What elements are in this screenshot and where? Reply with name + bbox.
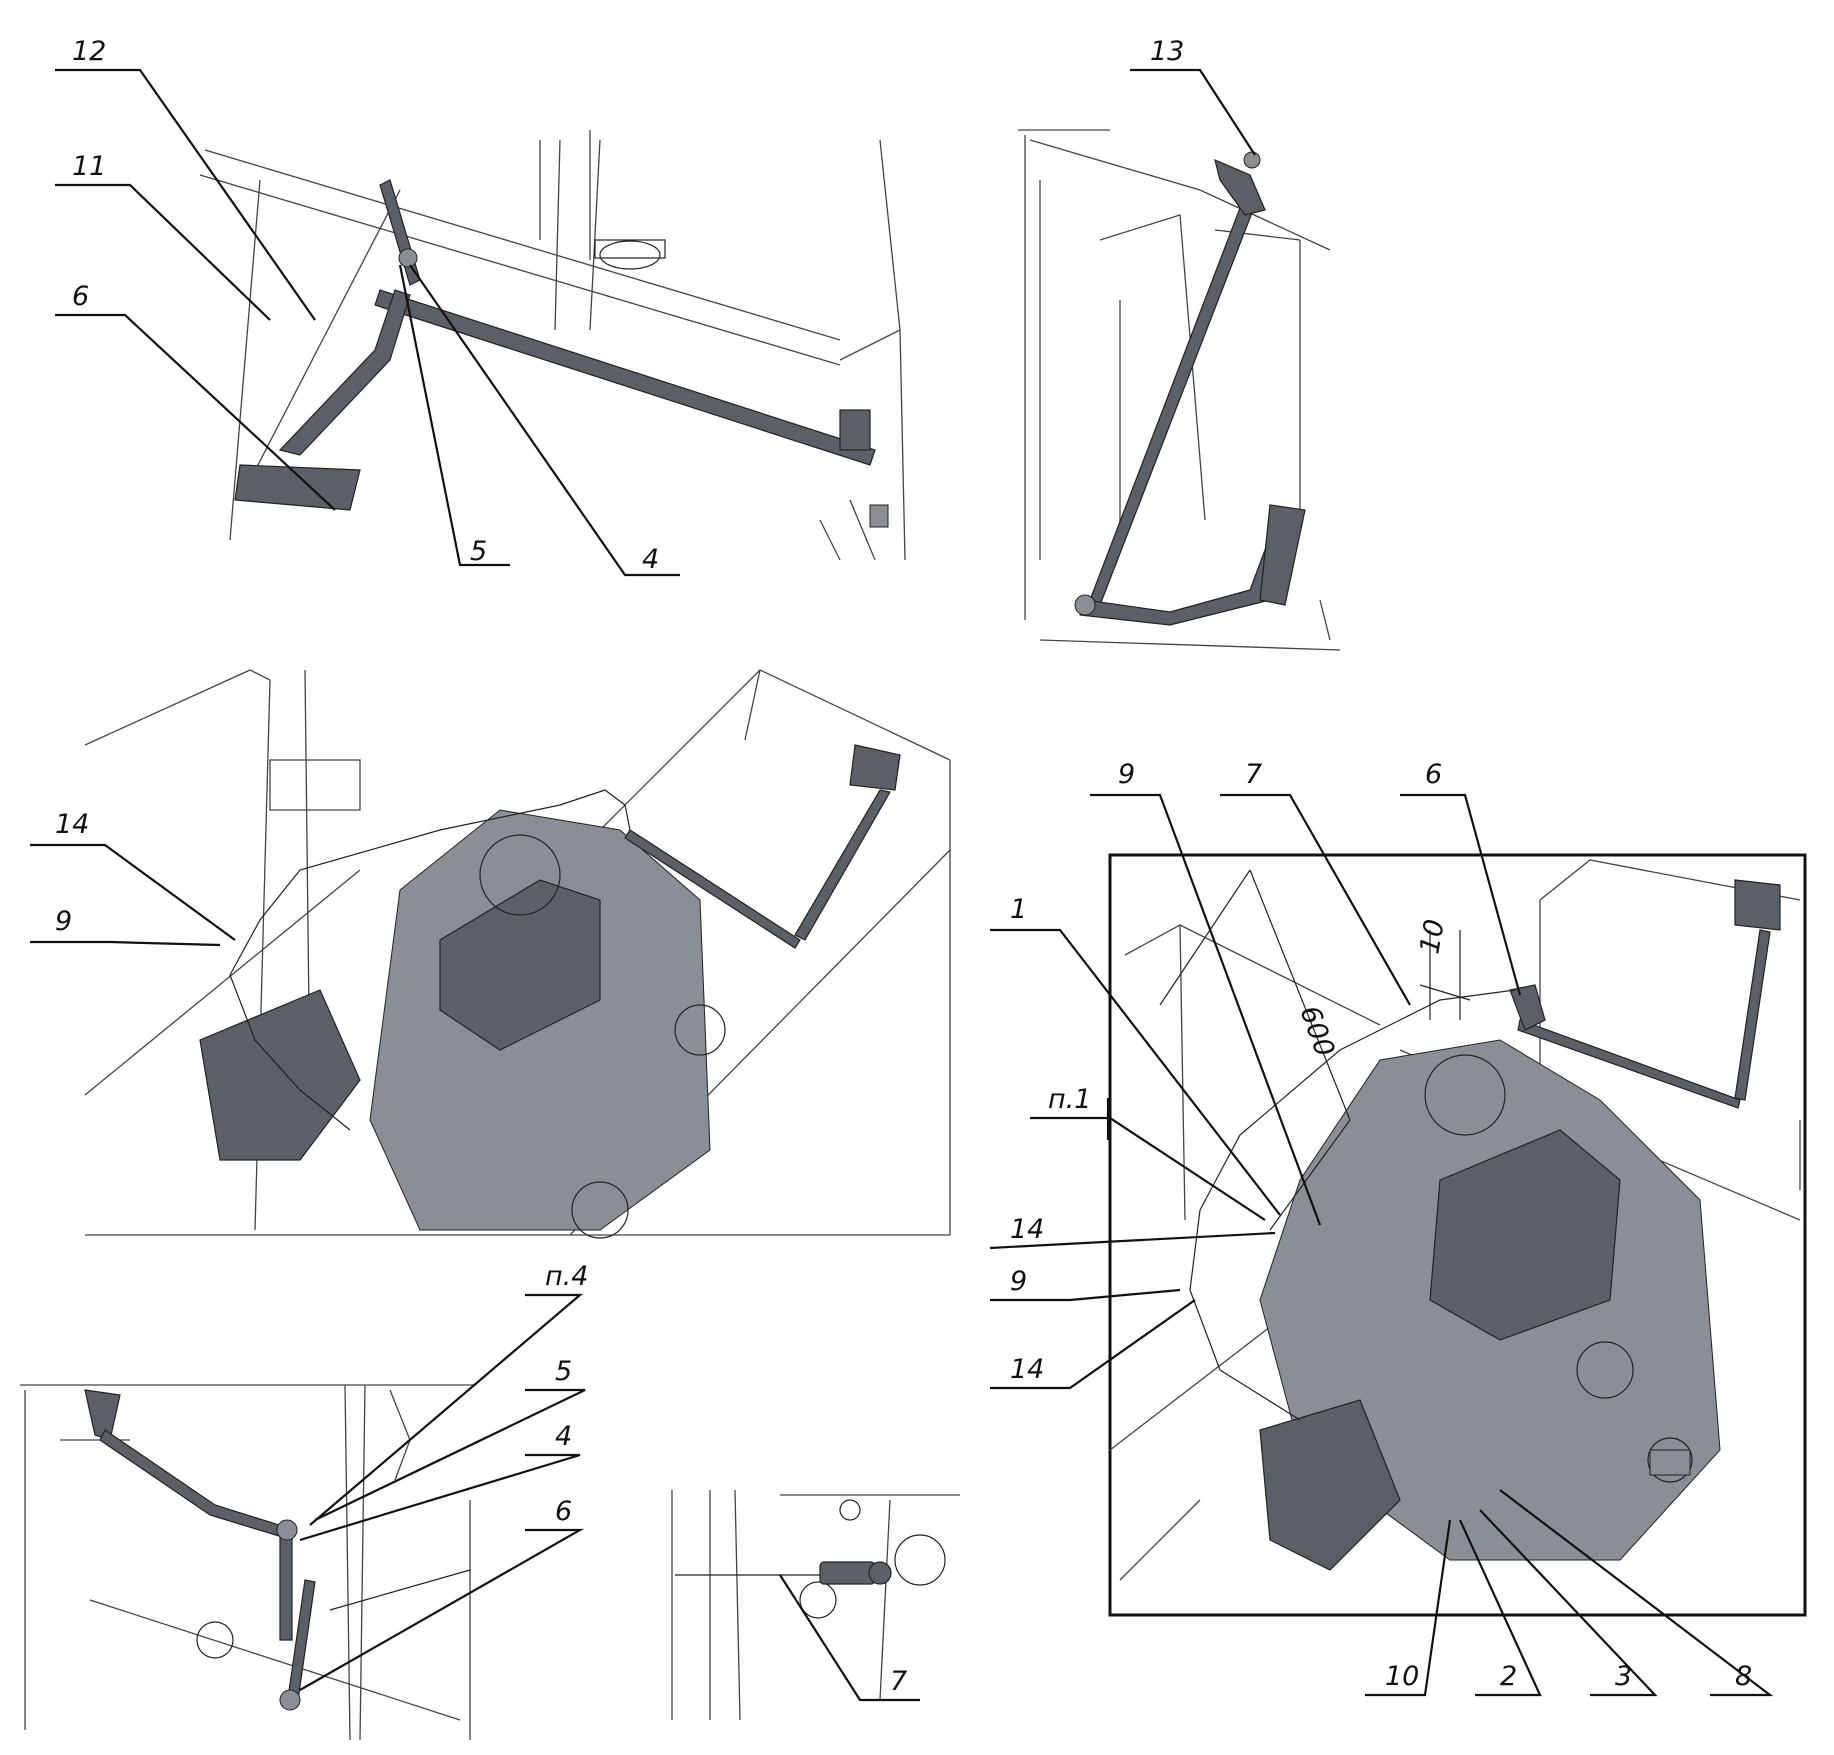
throttle-cable-v4	[1189, 989, 1516, 1421]
dimension-600: 600	[1159, 869, 1351, 1231]
cable-end-v6	[675, 1561, 892, 1585]
callout-9: 9	[55, 906, 72, 937]
pedal-v3	[624, 744, 901, 949]
view-engine-cable: 14 9	[30, 669, 951, 1239]
view5-frame-lines	[20, 1384, 475, 1741]
callout-4-v5: 4	[555, 1421, 572, 1452]
note-p1: п.1	[1048, 1084, 1091, 1115]
callout-9-top: 9	[1118, 759, 1135, 790]
callout-7-v6: 7	[890, 1666, 907, 1697]
engine-block-right	[1259, 1039, 1721, 1571]
view4-leaders	[989, 793, 1774, 1697]
callout-6-v5: 6	[555, 1496, 572, 1527]
view-pedal-rear: 13	[1018, 36, 1341, 651]
view-main-assembly: 600 10 9 7 6 1 п.1 14 9 14 10 2	[989, 759, 1807, 1697]
dimension-10-value: 10	[1414, 917, 1450, 956]
callout-13: 13	[1150, 36, 1184, 67]
callout-12: 12	[72, 36, 106, 67]
dimension-10: 10	[1414, 917, 1471, 1020]
view-pedal-shaft: 12 11 6 5 4	[55, 36, 906, 577]
callout-9-b: 9	[1010, 1266, 1027, 1297]
view1-leaders	[55, 68, 680, 577]
callout-3: 3	[1615, 1661, 1632, 1692]
callout-4: 4	[642, 544, 659, 575]
callout-5-v5: 5	[555, 1356, 572, 1387]
view1-frame-lines	[199, 130, 906, 561]
callout-14-a: 14	[1010, 1214, 1044, 1245]
pedal-assembly	[1074, 151, 1306, 626]
view3-leaders	[30, 843, 236, 947]
dimension-600-value: 600	[1293, 1002, 1340, 1061]
view6-frame-lines	[671, 1489, 960, 1721]
engine-block-left	[199, 809, 726, 1239]
detail-frame	[1108, 853, 1807, 1617]
callout-6-top: 6	[1425, 759, 1442, 790]
pedal-v4	[1509, 879, 1781, 1109]
throttle-cable-v3	[229, 789, 631, 1131]
callout-5: 5	[470, 536, 487, 567]
view3-frame-lines	[84, 669, 951, 1236]
callout-8: 8	[1735, 1661, 1752, 1692]
callout-2: 2	[1500, 1661, 1517, 1692]
callout-14-b: 14	[1010, 1354, 1044, 1385]
callout-14: 14	[55, 809, 89, 840]
callout-11: 11	[72, 151, 106, 182]
callout-10: 10	[1385, 1661, 1419, 1692]
callout-7-top: 7	[1245, 759, 1262, 790]
view2-leaders	[1130, 68, 1256, 156]
pedal-v5	[84, 1389, 471, 1711]
view-cable-end: 7	[671, 1489, 960, 1721]
view5-leaders	[299, 1293, 586, 1691]
view6-leaders	[779, 1574, 920, 1702]
callout-1: 1	[1010, 894, 1027, 925]
note-p4: п.4	[545, 1261, 588, 1292]
view2-frame-lines	[1018, 129, 1341, 651]
cross-shaft	[234, 179, 889, 528]
view-pedal-side: п.4 5 4 6	[20, 1261, 588, 1741]
callout-6: 6	[72, 281, 89, 312]
